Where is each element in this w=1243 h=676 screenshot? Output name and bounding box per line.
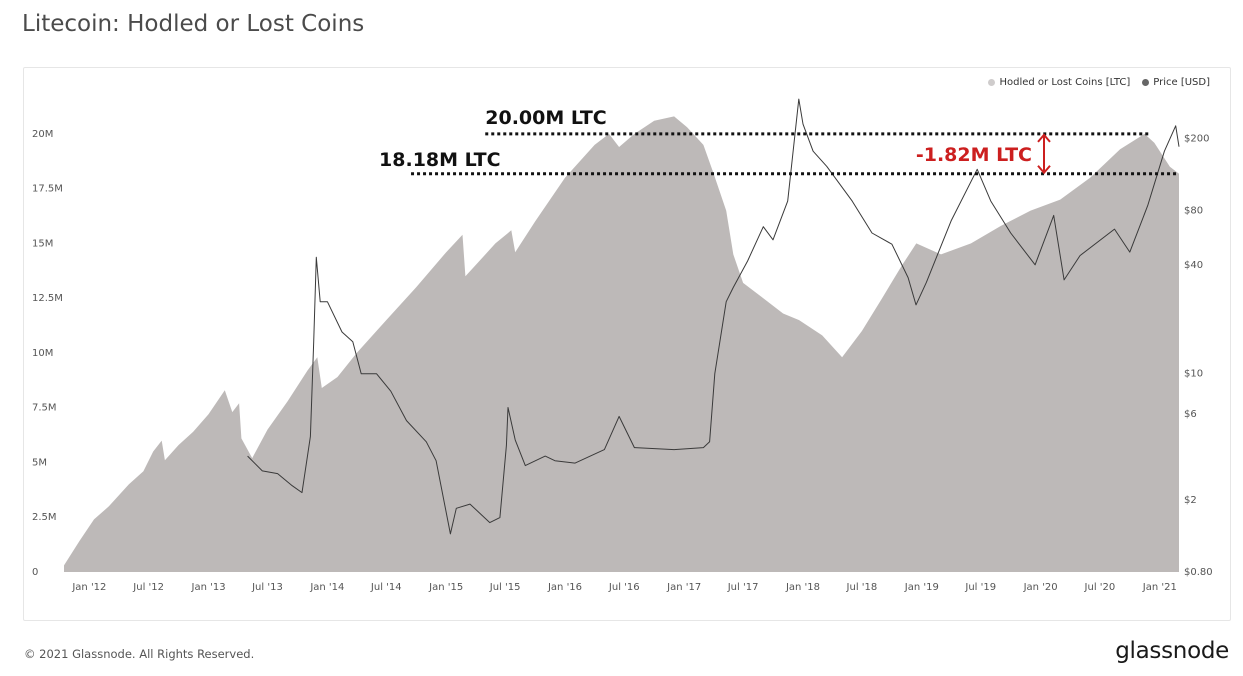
x-axis-tick: Jan '20 — [1023, 582, 1058, 593]
x-axis-tick: Jan '17 — [666, 582, 701, 593]
y-left-tick: 0 — [32, 567, 38, 578]
legend-item-hodled[interactable]: Hodled or Lost Coins [LTC] — [988, 77, 1130, 88]
x-axis-tick: Jan '12 — [71, 582, 106, 593]
annotation-label-18m: 18.18M LTC — [379, 149, 501, 171]
x-axis-tick: Jan '15 — [428, 582, 463, 593]
x-axis-tick: Jul '18 — [846, 582, 878, 593]
x-axis-tick: Jan '18 — [785, 582, 820, 593]
x-axis-tick: Jul '14 — [370, 582, 402, 593]
legend-dot-price-icon — [1142, 79, 1150, 86]
price-line-series — [247, 98, 1180, 535]
annotation-label-diff: -1.82M LTC — [916, 144, 1032, 166]
chart-svg: 0 2.5M 5M 7.5M 10M 12.5M 15M 17.5M 20M $0.80 $2 $6 $… — [32, 98, 1213, 593]
x-axis-tick: Jul '16 — [608, 582, 640, 593]
y-left-tick: 2.5M — [32, 512, 57, 523]
legend-label-hodled: Hodled or Lost Coins [LTC] — [999, 77, 1131, 88]
x-axis-tick: Jul '17 — [727, 582, 759, 593]
y-left-tick: 12.5M — [32, 293, 63, 304]
hodled-area-series — [64, 116, 1179, 573]
x-axis-tick: Jul '20 — [1084, 582, 1116, 593]
page-title: Litecoin: Hodled or Lost Coins — [22, 11, 365, 37]
y-right-tick: $80 — [1184, 205, 1203, 216]
y-right-tick: $10 — [1184, 369, 1203, 380]
y-right-tick: $40 — [1184, 260, 1203, 271]
y-left-tick: 5M — [32, 457, 47, 468]
y-left-tick: 7.5M — [32, 403, 57, 414]
chart-panel: 0 2.5M 5M 7.5M 10M 12.5M 15M 17.5M 20M $0.80 $2 $6 $… — [23, 67, 1231, 621]
copyright-text: © 2021 Glassnode. All Rights Reserved. — [24, 647, 255, 661]
y-right-tick: $200 — [1184, 133, 1209, 144]
y-left-tick: 10M — [32, 348, 53, 359]
y-left-tick: 17.5M — [32, 184, 63, 195]
x-axis-tick: Jan '14 — [309, 582, 344, 593]
annotation-label-20m: 20.00M LTC — [485, 107, 607, 129]
x-axis-tick: Jul '12 — [132, 582, 164, 593]
x-axis-tick: Jan '19 — [904, 582, 939, 593]
y-right-tick: $0.80 — [1184, 567, 1213, 578]
x-axis-tick: Jul '13 — [251, 582, 283, 593]
x-axis-tick: Jan '13 — [191, 582, 226, 593]
y-right-tick: $2 — [1184, 495, 1197, 506]
chart-legend: Hodled or Lost Coins [LTC] Price [USD] — [988, 77, 1210, 88]
y-right-tick: $6 — [1184, 409, 1197, 420]
x-axis-tick: Jul '15 — [489, 582, 521, 593]
legend-item-price[interactable]: Price [USD] — [1142, 77, 1210, 88]
x-axis-tick: Jan '21 — [1142, 582, 1177, 593]
diff-arrow-head-up-icon — [1037, 133, 1051, 143]
diff-arrow-head-down-icon — [1037, 165, 1051, 175]
legend-label-price: Price [USD] — [1153, 77, 1210, 88]
x-axis-tick: Jan '16 — [547, 582, 582, 593]
y-left-tick: 15M — [32, 238, 53, 249]
y-left-tick: 20M — [32, 129, 53, 140]
glassnode-logo[interactable]: glassnode — [1115, 638, 1229, 664]
legend-dot-hodled-icon — [988, 79, 996, 86]
x-axis-tick: Jul '19 — [964, 582, 996, 593]
